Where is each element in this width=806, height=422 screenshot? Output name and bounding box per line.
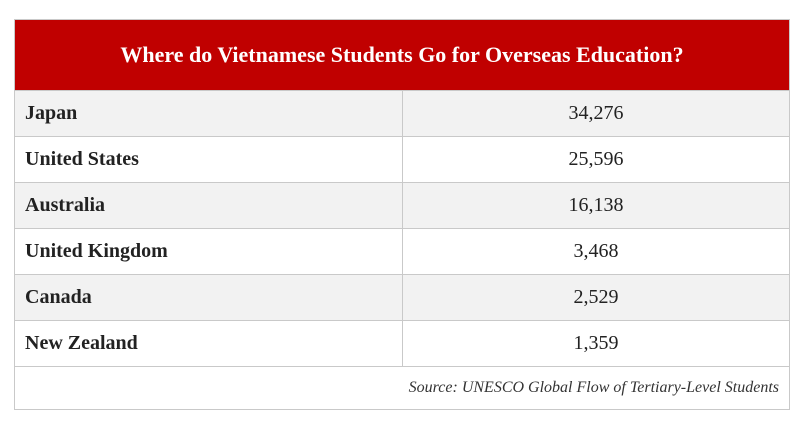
table-row: United Kingdom 3,468 [15,229,789,275]
students-cell: 3,468 [573,240,619,262]
table-row: United States 25,596 [15,137,789,183]
table-row: Australia 16,138 [15,183,789,229]
students-cell: 25,596 [568,148,624,170]
table-row: Canada 2,529 [15,275,789,321]
students-cell: 16,138 [568,194,624,216]
table-title: Where do Vietnamese Students Go for Over… [15,20,789,91]
source-note: Source: UNESCO Global Flow of Tertiary-L… [408,379,779,396]
data-table: Where do Vietnamese Students Go for Over… [14,19,790,410]
students-cell: 34,276 [568,102,624,124]
country-cell: Japan [15,91,403,136]
table-row: New Zealand 1,359 [15,321,789,367]
country-cell: United Kingdom [15,229,403,274]
country-cell: Australia [15,183,403,228]
country-cell: New Zealand [15,321,403,366]
students-cell: 1,359 [573,332,619,354]
students-cell: 2,529 [573,286,619,308]
country-cell: Canada [15,275,403,320]
country-cell: United States [15,137,403,182]
table-row: Japan 34,276 [15,91,789,137]
